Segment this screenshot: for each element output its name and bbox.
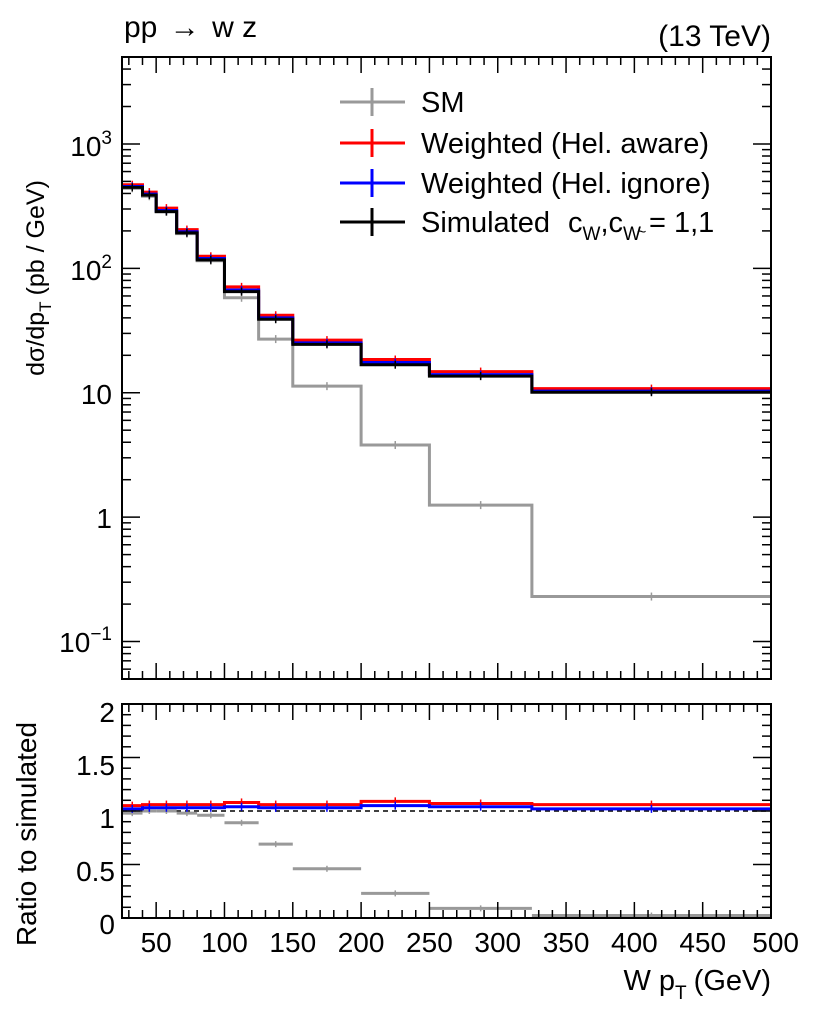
- legend-tilde: ~: [637, 224, 646, 241]
- energy-label: (13 TeV): [658, 20, 771, 53]
- xtick-label-400: 400: [611, 927, 658, 958]
- legend-entry-sm: SM: [340, 87, 465, 119]
- ratio-sm: [122, 808, 771, 919]
- legend-label-ignore: Weighted (Hel. ignore): [421, 168, 711, 200]
- legend: SM Weighted (Hel. aware) Weighted (Hel. …: [340, 87, 714, 245]
- ratio-weighted-hel-ignore-: [122, 801, 771, 813]
- legend-label-aware: Weighted (Hel. aware): [421, 128, 709, 160]
- ytick-label-10: 10: [81, 379, 112, 410]
- legend-label-sm: SM: [421, 87, 465, 119]
- ratio-ytick-label-1: 1: [99, 803, 115, 834]
- xtick-label-50: 50: [141, 927, 172, 958]
- top-panel: 103 102 10 1 10−1 dσ/dpT(pb / GeV) SM We…: [22, 56, 772, 680]
- legend-entry-aware: Weighted (Hel. aware): [340, 128, 709, 160]
- top-plot-area: [122, 180, 771, 601]
- legend-label-simulated: Simulated cW,cW = 1,1: [421, 207, 714, 245]
- ytick-label-1: 1: [96, 503, 112, 534]
- xtick-label-300: 300: [474, 927, 521, 958]
- process-label: pp → w z: [124, 11, 257, 44]
- xtick-label-200: 200: [338, 927, 385, 958]
- legend-entry-ignore: Weighted (Hel. ignore): [340, 168, 711, 200]
- xlabel: W pT (GeV): [623, 965, 771, 1004]
- ratio-step-line: [122, 799, 771, 808]
- series-simulated: [122, 183, 771, 397]
- ratio-ylabel: Ratio to simulated: [11, 722, 42, 946]
- top-ticks: [122, 56, 772, 680]
- bottom-panel: 2 1.5 1 0.5 0 Ratio to simulated 50 100 15…: [11, 697, 799, 1004]
- ratio-step-line: [122, 804, 771, 811]
- xtick-label-500: 500: [752, 927, 799, 958]
- bottom-ticks: [122, 703, 772, 919]
- xtick-label-450: 450: [679, 927, 726, 958]
- top-panel-frame: [121, 56, 772, 680]
- ytick-label-0.1: 10−1: [59, 624, 112, 658]
- ratio-ytick-label-0: 0: [99, 909, 115, 940]
- xtick-label-350: 350: [543, 927, 590, 958]
- xtick-label-150: 150: [269, 927, 316, 958]
- xtick-labels: 50 100 150 200 250 300 350 400 450 500: [141, 927, 799, 958]
- ytick-label-1000: 103: [70, 128, 112, 162]
- xtick-label-250: 250: [406, 927, 453, 958]
- ytick-label-100: 102: [70, 252, 112, 286]
- legend-entry-simulated: Simulated cW,cW = 1,1 ~: [340, 207, 714, 245]
- ratio-ytick-label-2: 2: [99, 697, 115, 728]
- ratio-ytick-label-1.5: 1.5: [76, 750, 115, 781]
- top-ylabel: dσ/dpT(pb / GeV): [22, 180, 55, 376]
- xtick-label-100: 100: [201, 927, 248, 958]
- bottom-plot-area: [122, 797, 771, 919]
- ratio-ytick-label-0.5: 0.5: [76, 856, 115, 887]
